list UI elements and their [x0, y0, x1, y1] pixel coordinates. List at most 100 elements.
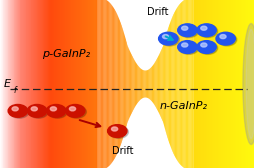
Polygon shape — [57, 0, 58, 168]
Polygon shape — [251, 0, 252, 168]
Polygon shape — [194, 0, 195, 168]
Polygon shape — [21, 0, 22, 168]
Circle shape — [177, 41, 196, 53]
Polygon shape — [81, 0, 82, 168]
Polygon shape — [127, 46, 128, 122]
Polygon shape — [87, 0, 88, 168]
Circle shape — [10, 106, 29, 118]
Polygon shape — [8, 0, 9, 168]
Polygon shape — [149, 68, 150, 100]
Polygon shape — [75, 0, 76, 168]
Polygon shape — [243, 0, 244, 168]
Polygon shape — [4, 0, 5, 168]
Polygon shape — [129, 50, 130, 118]
Polygon shape — [136, 64, 137, 104]
Circle shape — [179, 25, 198, 38]
Polygon shape — [9, 0, 10, 168]
Polygon shape — [151, 66, 152, 102]
Polygon shape — [175, 8, 176, 160]
Polygon shape — [186, 0, 187, 168]
Polygon shape — [7, 0, 8, 168]
Polygon shape — [105, 0, 106, 168]
Polygon shape — [41, 0, 42, 168]
Polygon shape — [164, 36, 165, 132]
Circle shape — [177, 24, 196, 37]
Ellipse shape — [242, 24, 254, 144]
Polygon shape — [50, 0, 51, 168]
Circle shape — [111, 127, 117, 131]
Polygon shape — [144, 71, 145, 97]
Polygon shape — [58, 0, 59, 168]
Polygon shape — [5, 0, 6, 168]
Polygon shape — [227, 0, 228, 168]
Polygon shape — [192, 0, 193, 168]
Polygon shape — [229, 0, 230, 168]
Polygon shape — [197, 0, 198, 168]
Polygon shape — [153, 63, 154, 105]
Polygon shape — [165, 33, 166, 135]
Polygon shape — [139, 67, 140, 101]
Polygon shape — [221, 0, 222, 168]
Polygon shape — [178, 5, 179, 163]
Polygon shape — [73, 0, 74, 168]
Polygon shape — [191, 0, 192, 168]
Polygon shape — [70, 0, 71, 168]
Polygon shape — [201, 0, 202, 168]
Polygon shape — [181, 1, 182, 167]
Polygon shape — [71, 0, 72, 168]
Polygon shape — [176, 7, 177, 161]
Polygon shape — [232, 0, 233, 168]
Polygon shape — [25, 0, 26, 168]
Text: f: f — [13, 86, 16, 95]
Polygon shape — [40, 0, 41, 168]
Polygon shape — [206, 0, 207, 168]
Polygon shape — [77, 0, 78, 168]
Polygon shape — [163, 39, 164, 129]
Polygon shape — [102, 0, 103, 168]
Polygon shape — [18, 0, 19, 168]
Polygon shape — [244, 0, 245, 168]
Polygon shape — [122, 28, 123, 140]
Polygon shape — [68, 0, 69, 168]
Polygon shape — [53, 0, 54, 168]
Polygon shape — [158, 53, 159, 115]
Polygon shape — [219, 0, 220, 168]
Polygon shape — [107, 1, 108, 167]
Polygon shape — [11, 0, 12, 168]
Text: E: E — [4, 79, 11, 89]
Polygon shape — [209, 0, 210, 168]
Polygon shape — [48, 0, 49, 168]
Polygon shape — [156, 58, 157, 110]
Polygon shape — [235, 0, 236, 168]
Polygon shape — [83, 0, 84, 168]
Circle shape — [179, 42, 198, 54]
Polygon shape — [91, 0, 92, 168]
Circle shape — [65, 104, 85, 117]
Circle shape — [12, 107, 18, 111]
Polygon shape — [95, 0, 96, 168]
Polygon shape — [184, 0, 185, 168]
Polygon shape — [80, 0, 81, 168]
Polygon shape — [204, 0, 205, 168]
Polygon shape — [187, 0, 188, 168]
Polygon shape — [3, 0, 4, 168]
Polygon shape — [69, 0, 70, 168]
Polygon shape — [210, 0, 211, 168]
Polygon shape — [168, 23, 169, 145]
Polygon shape — [17, 0, 18, 168]
Polygon shape — [169, 21, 170, 147]
Polygon shape — [185, 0, 186, 168]
Circle shape — [67, 106, 86, 118]
Polygon shape — [31, 0, 32, 168]
Polygon shape — [160, 50, 161, 118]
Polygon shape — [239, 0, 240, 168]
Polygon shape — [42, 0, 43, 168]
Circle shape — [196, 41, 215, 53]
Circle shape — [8, 104, 27, 117]
Polygon shape — [34, 0, 35, 168]
Polygon shape — [131, 55, 132, 113]
Polygon shape — [20, 0, 21, 168]
Polygon shape — [230, 0, 231, 168]
Polygon shape — [108, 2, 109, 166]
Polygon shape — [14, 0, 15, 168]
